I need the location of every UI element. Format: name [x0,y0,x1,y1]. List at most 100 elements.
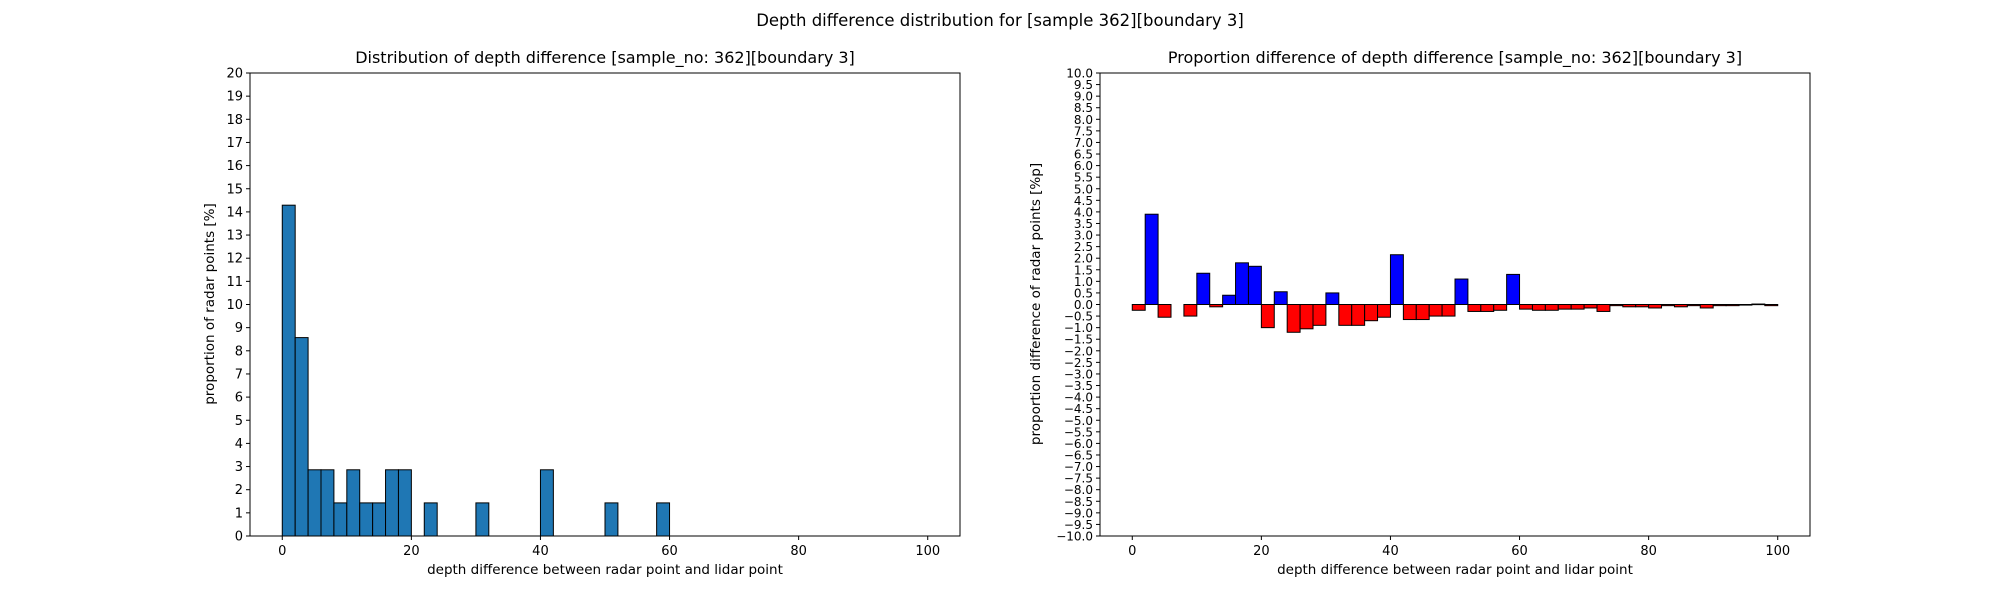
histogram-bar [333,502,348,537]
y-tick-label: 4 [235,437,243,452]
difference-bar-negative [1260,304,1275,329]
difference-bar-negative [1441,304,1456,317]
y-tick-label: 9.5 [1074,78,1093,92]
difference-bar-negative [1596,304,1611,312]
difference-bar-negative [1764,304,1779,307]
difference-bar-negative [1712,304,1727,307]
x-tick-label: 40 [532,544,549,559]
y-tick-label: 15 [226,182,243,197]
y-tick-label: 11 [226,275,243,290]
difference-bar-negative [1209,304,1224,308]
x-tick-label: 20 [1253,544,1270,559]
x-tick-label: 60 [661,544,678,559]
histogram-bar [385,469,399,537]
y-tick-label: 4.5 [1074,194,1093,208]
y-tick-label: 1.5 [1074,263,1093,277]
difference-x-axis-label: depth difference between radar point and… [1277,562,1633,578]
difference-bar-positive [1389,254,1404,305]
y-tick-label: 3.5 [1074,217,1093,231]
difference-bar-negative [1364,304,1379,322]
y-tick-label: 4.0 [1074,205,1093,219]
histogram-bar [539,469,554,537]
y-tick-label: 0.5 [1074,286,1093,300]
difference-bar-positive [1196,272,1211,305]
y-tick-label: 8.5 [1074,101,1093,115]
y-tick-label: −1.0 [1064,321,1093,335]
histogram-bar [423,502,438,537]
y-tick-label: −6.0 [1064,437,1093,451]
y-tick-label: 17 [226,136,243,151]
histogram-bar [320,469,335,537]
y-tick-label: 6.5 [1074,148,1093,162]
difference-bar-negative [1183,304,1198,317]
difference-bar-negative [1299,304,1314,330]
difference-bar-negative [1493,304,1508,311]
difference-bar-negative [1415,304,1430,321]
y-tick-label: 13 [226,229,243,244]
y-tick-label: 19 [226,90,243,105]
difference-bar-negative [1519,304,1533,310]
difference-bar-positive [1454,278,1469,306]
difference-bars [1131,213,1779,333]
y-tick-label: 9.0 [1074,90,1093,104]
y-tick-label: −2.0 [1064,344,1093,358]
difference-bar-positive [1222,294,1237,305]
y-tick-label: −3.0 [1064,367,1093,381]
difference-bar-negative [1725,304,1740,307]
y-tick-label: −3.5 [1064,379,1093,393]
y-tick-label: −5.0 [1064,414,1093,428]
histogram-bar [346,469,361,537]
y-tick-label: 2.5 [1074,240,1093,254]
y-tick-label: 5.5 [1074,171,1093,185]
y-tick-label: 2.0 [1074,252,1093,266]
y-tick-label: 1.0 [1074,275,1093,289]
y-tick-label: 18 [226,113,243,128]
difference-bar-negative [1661,304,1675,307]
histogram-title: Distribution of depth difference [sample… [355,48,855,68]
y-tick-label: −7.0 [1064,460,1093,474]
y-tick-label: −5.5 [1064,425,1093,439]
histogram-axes-frame [249,72,961,537]
difference-bar-positive [1273,291,1288,305]
x-tick-label: 80 [1640,544,1657,559]
difference-bar-negative [1377,304,1391,318]
histogram-panel: Distribution of depth difference [sample… [202,48,961,578]
difference-bar-negative [1673,304,1688,308]
difference-bar-negative [1583,304,1598,309]
x-tick-label: 100 [915,544,940,559]
y-tick-label: 6.0 [1074,159,1093,173]
y-tick-label: −2.5 [1064,356,1093,370]
histogram-bar [475,502,490,537]
y-tick-label: 3.0 [1074,229,1093,243]
y-tick-label: −8.0 [1064,483,1093,497]
difference-bar-negative [1738,304,1753,306]
difference-bar-negative [1622,304,1637,308]
y-tick-label: 7 [235,367,243,382]
difference-y-axis-ticks: 10.09.59.08.58.07.57.06.56.05.55.04.54.0… [1056,67,1100,544]
y-tick-label: −4.0 [1064,391,1093,405]
difference-x-axis-ticks: 0 20 40 60 80 100 [1128,536,1790,559]
y-tick-label: 0.0 [1074,298,1093,312]
difference-bar-positive [1247,265,1262,305]
y-tick-label: 14 [226,205,243,220]
difference-bar-positive [1751,303,1766,306]
y-tick-label: 12 [226,252,243,267]
difference-bar-positive [1144,213,1159,305]
y-tick-label: −9.0 [1064,506,1093,520]
difference-bar-positive [1506,273,1521,305]
y-tick-label: 7.5 [1074,124,1093,138]
difference-bar-negative [1131,304,1146,311]
difference-bar-negative [1351,304,1366,326]
y-tick-label: −9.5 [1064,518,1093,532]
x-tick-label: 80 [790,544,807,559]
y-tick-label: 10.0 [1066,67,1093,81]
y-tick-label: −0.5 [1064,310,1093,324]
y-tick-label: −10.0 [1056,530,1093,544]
histogram-bars [281,204,671,537]
y-tick-label: 2 [235,483,243,498]
difference-bar-negative [1635,304,1650,308]
y-tick-label: 7.0 [1074,136,1093,150]
histogram-bar [372,502,387,537]
y-tick-label: 6 [235,391,243,406]
